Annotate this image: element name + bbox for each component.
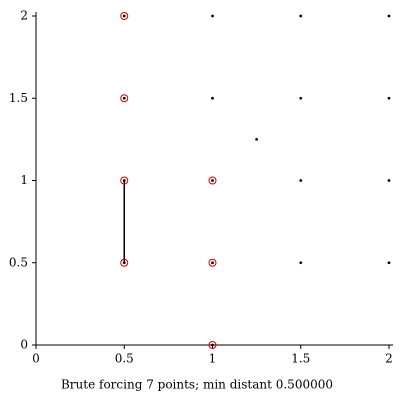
point [122,179,126,182]
y-tick-label: 1 [20,173,28,187]
point [299,14,303,18]
x-axis-label: Brute forcing 7 points; min distant 0.50… [61,378,333,392]
point [211,14,214,18]
y-tick-label: 1.5 [9,91,28,105]
highlight-ring [208,258,217,267]
point [255,137,259,141]
x-tick-label: 0 [32,352,40,366]
point [211,179,214,182]
y-tick-label: 2 [20,9,28,23]
point [387,14,391,18]
point [211,261,214,265]
highlight-ring [120,258,129,267]
highlight-ring [120,94,129,103]
point [299,179,303,182]
point [211,343,214,347]
point [122,96,126,100]
point [122,14,126,18]
highlight-ring [208,341,217,349]
x-tick-label: 0.5 [115,352,134,366]
x-tick-label: 1.5 [291,352,310,366]
point [387,96,391,100]
highlight-ring [120,12,129,20]
point [211,96,214,100]
point [387,179,391,182]
point [299,96,303,100]
y-tick-label: 0.5 [9,255,28,269]
point [387,261,391,265]
x-tick-label: 2 [385,352,393,366]
y-tick-label: 0 [20,338,28,352]
point [122,261,126,265]
point [299,261,303,265]
highlight-ring [120,176,129,185]
x-tick-label: 1 [209,352,217,366]
highlight-ring [208,176,217,185]
